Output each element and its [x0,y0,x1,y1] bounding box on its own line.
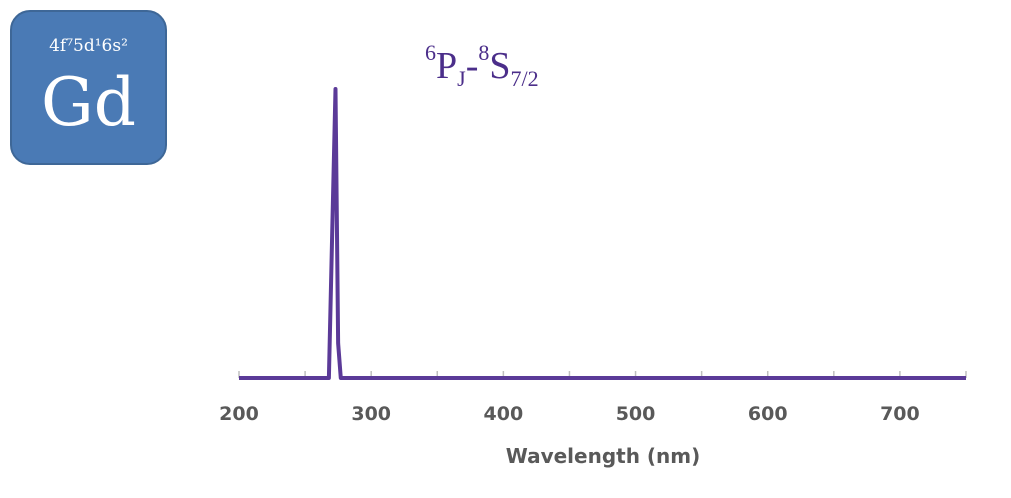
element-badge: 4f⁷5d¹6s² Gd [10,10,167,165]
x-axis-label: Wavelength (nm) [506,444,701,468]
transition-p1: P [436,45,458,87]
transition-sup2: 8 [478,40,490,65]
x-tick-label: 200 [219,403,259,425]
transition-p2: S [489,45,511,87]
transition-label: 6PJ-8S7/2 [425,40,539,92]
series-line [239,87,966,380]
transition-sub2: 7/2 [510,66,539,91]
transition-dash: - [465,45,479,87]
electron-configuration: 4f⁷5d¹6s² [49,36,128,56]
element-symbol: Gd [41,64,136,141]
x-tick-label: 600 [748,403,788,425]
x-tick-label: 300 [351,403,391,425]
x-tick-label: 500 [616,403,656,425]
transition-sub1: J [457,66,466,91]
x-tick-label: 400 [484,403,524,425]
transition-sup1: 6 [425,40,436,65]
x-tick-label: 700 [880,403,920,425]
